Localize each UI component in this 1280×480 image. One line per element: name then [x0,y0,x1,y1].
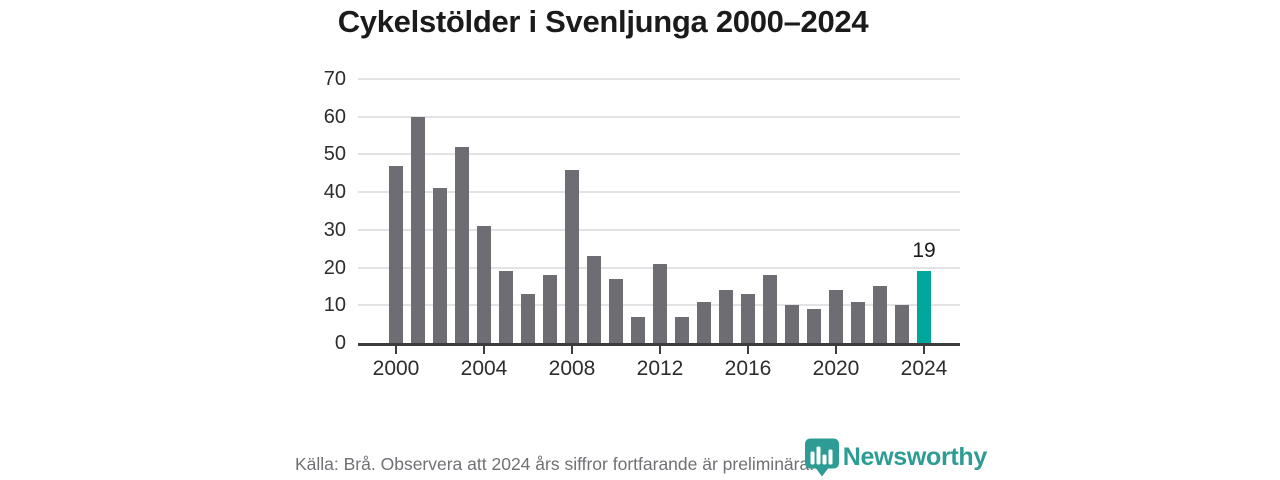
newsworthy-logo: Newsworthy [804,438,988,477]
bar-2012 [653,263,667,343]
source-note: Källa: Brå. Observera att 2024 års siffr… [295,454,815,474]
x-axis-label-2020: 2020 [812,357,860,380]
x-axis-label-2000: 2000 [372,357,420,380]
bar-2021 [851,301,865,343]
y-axis-label-60: 60 [323,105,346,128]
bar-2002 [433,188,447,343]
bar-2020 [829,290,843,343]
y-axis-label-70: 70 [323,68,346,90]
chart-title: Cykelstölder i Svenljunga 2000–2024 [337,4,869,39]
x-axis-tick-2016 [747,346,749,354]
bar-2016 [741,293,755,343]
y-axis-label-10: 10 [323,294,346,317]
bar-2009 [587,256,601,343]
x-axis-tick-2000 [395,346,397,354]
gridline-50 [358,153,960,156]
bar-2003 [455,146,469,343]
bar-2023 [895,305,909,343]
x-axis-label-2016: 2016 [724,357,772,380]
x-axis-label-2024: 2024 [900,357,948,380]
bar-2007 [543,275,557,343]
bar-2008 [565,169,579,343]
bar-2004 [477,226,491,343]
y-axis-label-40: 40 [323,181,346,204]
bar-2015 [719,290,733,343]
bar-2017 [763,275,777,343]
x-axis-tick-2024 [923,346,925,354]
bar-value-label-2024: 19 [912,239,936,263]
bar-2022 [873,286,887,343]
y-axis-label-50: 50 [323,143,346,166]
x-axis-tick-2012 [659,346,661,354]
x-axis-label-2008: 2008 [548,357,596,380]
x-axis-label-2004: 2004 [460,357,508,380]
y-axis-label-20: 20 [323,256,346,279]
bar-2019 [807,309,821,343]
bar-chart-plot: 0 10 20 30 40 50 60 70 19 2000 2004 2008 2012 2016 202… [324,68,960,380]
newsworthy-shield-bar-chart-icon [804,438,839,477]
bar-2014 [697,301,711,343]
bar-2010 [609,278,623,343]
gridline-30 [358,228,960,231]
x-axis-label-2012: 2012 [636,357,684,380]
y-axis-label-30: 30 [323,218,346,241]
bar-2013 [675,316,689,343]
bar-2011 [631,316,645,343]
bar-2024 [917,271,931,343]
gridline-70 [358,78,960,80]
x-axis-tick-2004 [483,346,485,354]
gridline-40 [358,191,960,194]
bar-2001 [411,116,425,343]
bar-2006 [521,293,535,343]
bar-2000 [389,165,403,343]
x-axis-tick-2008 [571,346,573,354]
bar-2005 [499,271,513,343]
x-axis-tick-2020 [835,346,837,354]
bar-2018 [785,305,799,343]
newsworthy-wordmark: Newsworthy [842,443,988,471]
y-axis-label-0: 0 [334,332,346,354]
gridline-60 [358,115,960,118]
